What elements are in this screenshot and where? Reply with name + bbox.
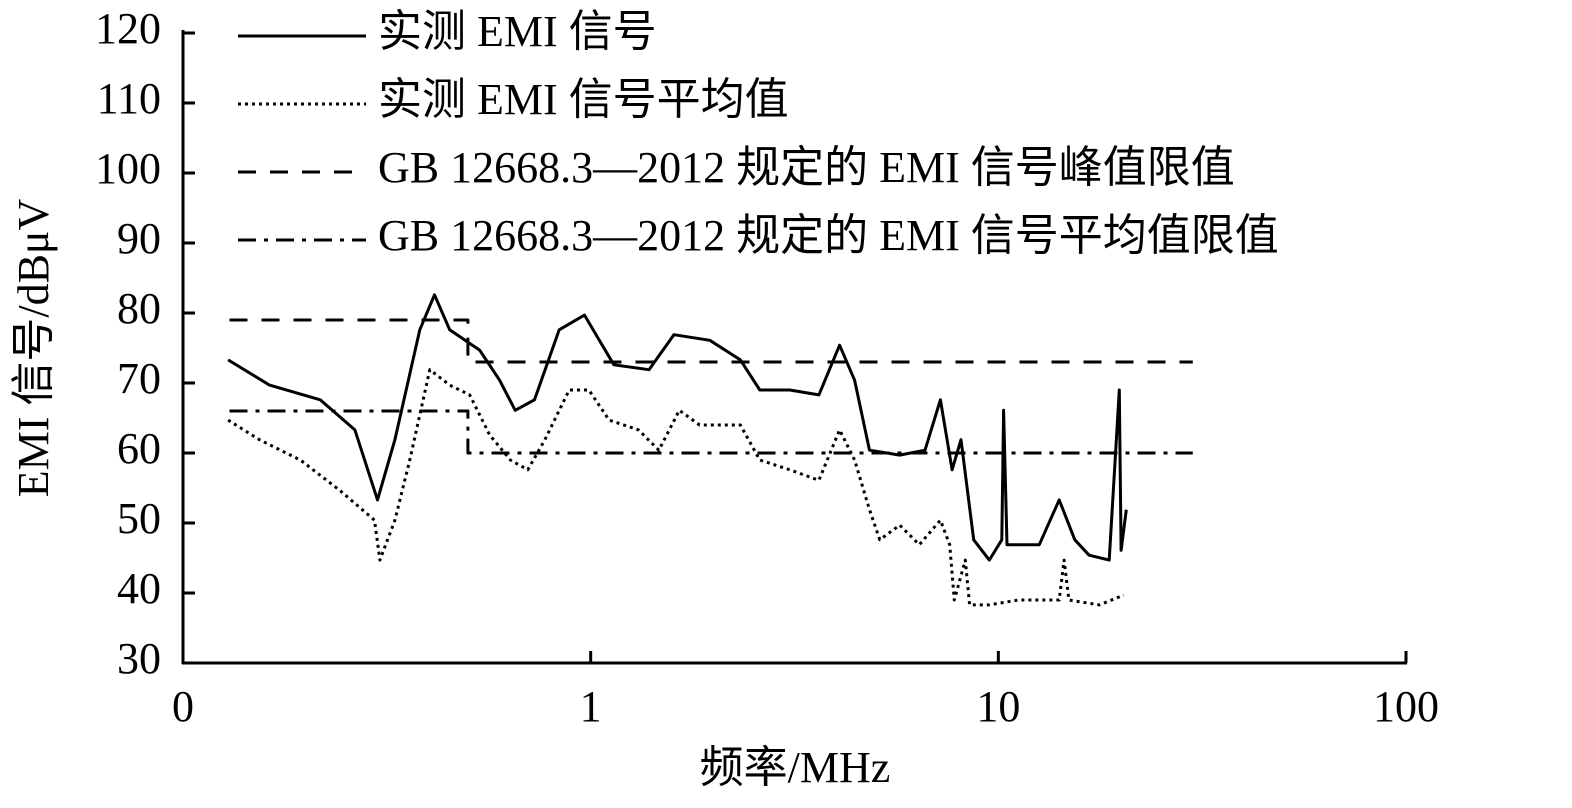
y-tick-label: 30 xyxy=(117,634,161,683)
legend-label: 实测 EMI 信号 xyxy=(378,7,657,56)
y-tick-label: 90 xyxy=(117,214,161,263)
x-tick-label: 10 xyxy=(976,682,1020,731)
series-line xyxy=(227,368,1125,607)
series-line xyxy=(229,409,1193,455)
y-tick-label: 100 xyxy=(95,144,161,193)
y-tick-label: 50 xyxy=(117,494,161,543)
y-tick-label: 80 xyxy=(117,284,161,333)
series-line xyxy=(229,318,1193,364)
legend-label: GB 12668.3—2012 规定的 EMI 信号峰值限值 xyxy=(378,143,1235,192)
legend-label: 实测 EMI 信号平均值 xyxy=(378,75,789,124)
y-axis-label: EMI 信号/dBμV xyxy=(9,198,58,497)
y-tick-label: 120 xyxy=(95,4,161,53)
y-tick-label: 60 xyxy=(117,424,161,473)
y-tick-label: 110 xyxy=(97,74,161,123)
series-line xyxy=(227,293,1128,562)
y-tick-label: 70 xyxy=(117,354,161,403)
y-tick-label: 40 xyxy=(117,564,161,613)
x-tick-label: 100 xyxy=(1373,682,1439,731)
legend-label: GB 12668.3—2012 规定的 EMI 信号平均值限值 xyxy=(378,211,1279,260)
x-tick-label: 0 xyxy=(172,682,194,731)
x-axis-label: 频率/MHz xyxy=(700,743,891,792)
x-tick-label: 1 xyxy=(580,682,602,731)
